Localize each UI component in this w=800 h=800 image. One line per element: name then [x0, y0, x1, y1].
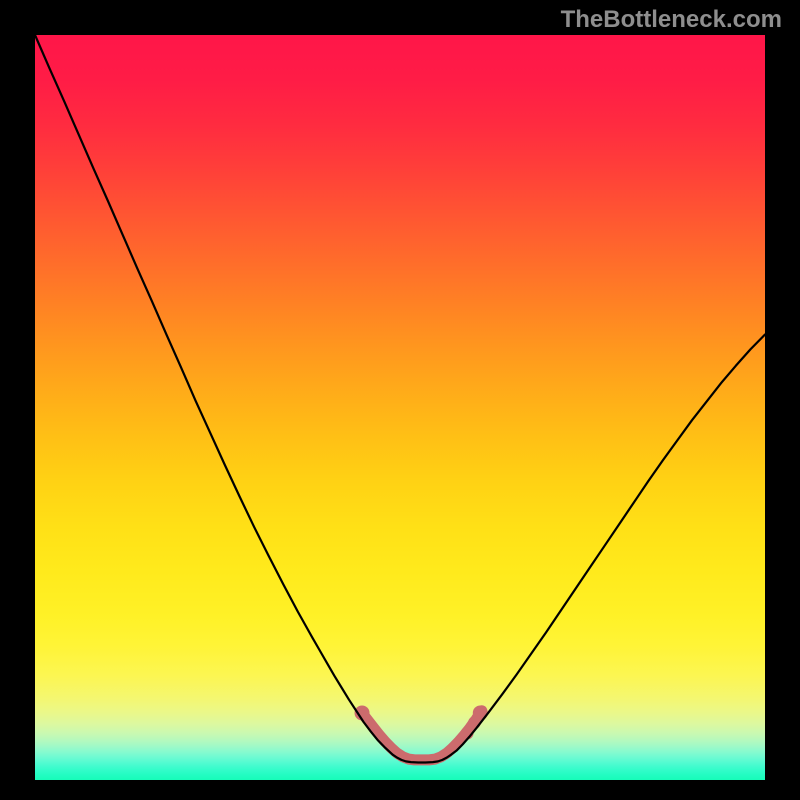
bottleneck-chart: [35, 35, 765, 780]
chart-frame: TheBottleneck.com: [0, 0, 800, 800]
chart-background: [35, 35, 765, 780]
watermark-text: TheBottleneck.com: [561, 6, 782, 34]
chart-svg: [35, 35, 765, 780]
